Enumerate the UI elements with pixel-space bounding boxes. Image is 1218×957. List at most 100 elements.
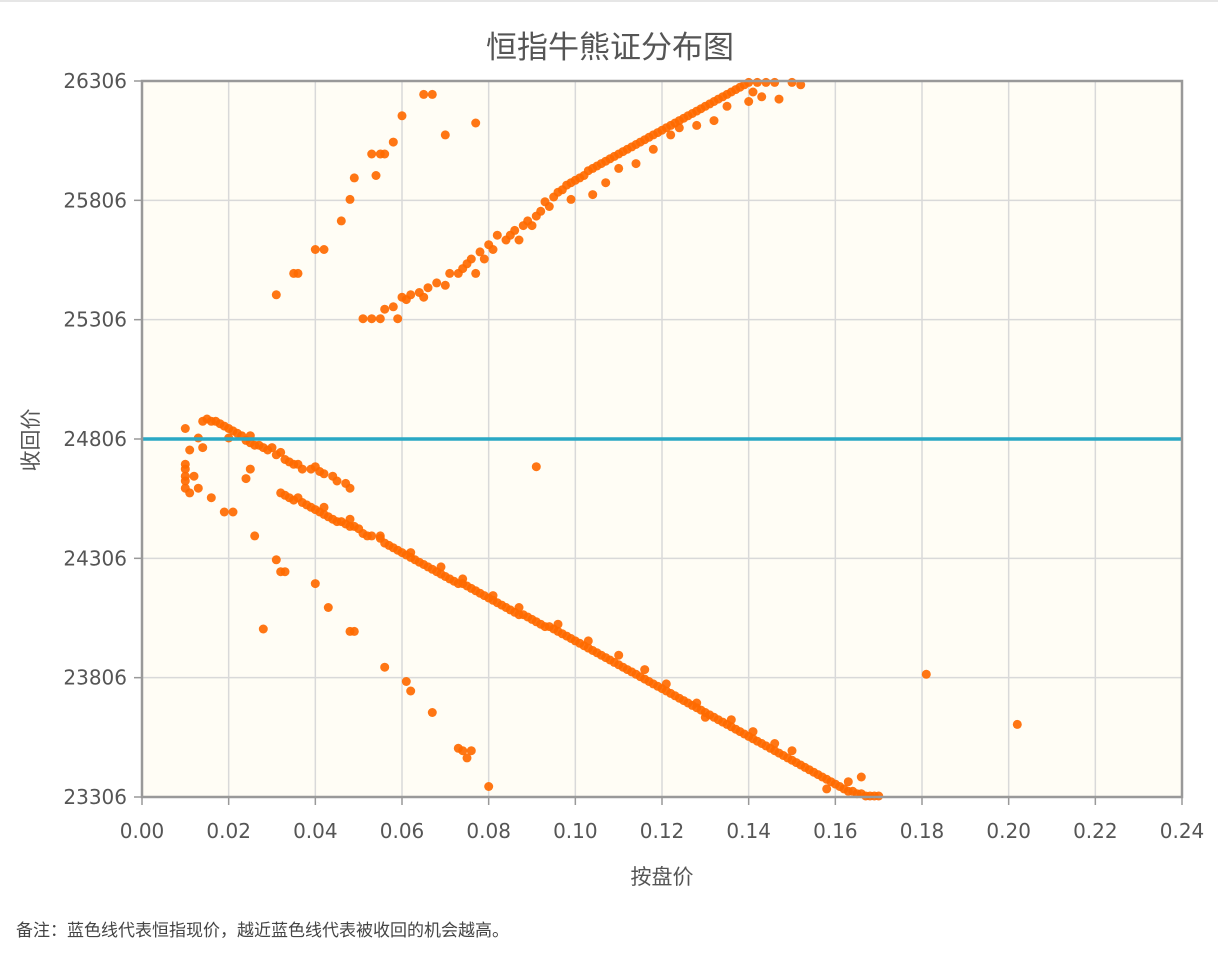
x-tick-label: 0.24	[1160, 819, 1205, 843]
bull-point	[856, 772, 866, 782]
x-tick-label: 0.00	[120, 819, 165, 843]
bear-point	[796, 80, 806, 90]
bull-point	[380, 662, 390, 672]
x-tick-label: 0.08	[466, 819, 511, 843]
bull-point	[484, 782, 494, 791]
bear-point	[401, 295, 411, 305]
bear-point	[614, 163, 624, 173]
chart-title: 恒指牛熊证分布图	[486, 30, 734, 66]
bull-point	[280, 567, 290, 577]
x-tick-label: 0.18	[900, 819, 945, 843]
bear-point	[419, 292, 429, 302]
y-tick-label: 26306	[63, 69, 127, 93]
bull-point	[553, 619, 563, 629]
x-tick-label: 0.16	[813, 819, 858, 843]
bear-point	[345, 194, 355, 204]
bull-point	[700, 712, 710, 722]
bear-point	[397, 111, 407, 121]
footnote: 备注：蓝色线代表恒指现价，越近蓝色线代表被收回的机会越高。	[16, 916, 509, 941]
footnote-prefix: 备注：	[16, 921, 67, 941]
bull-point	[345, 483, 355, 493]
bear-point	[419, 89, 429, 99]
top-divider	[0, 0, 1218, 2]
y-tick-label: 23306	[63, 785, 127, 809]
bull-point	[332, 476, 342, 486]
bear-point	[492, 230, 502, 240]
bear-point	[601, 178, 611, 188]
bear-point	[358, 314, 368, 324]
bear-point	[293, 268, 303, 278]
bull-point	[770, 739, 780, 748]
bear-point	[471, 268, 481, 278]
bear-point	[510, 225, 520, 235]
bull-point	[787, 746, 797, 756]
bear-point	[774, 94, 784, 104]
x-tick-label: 0.04	[293, 819, 338, 843]
bear-point	[371, 171, 381, 180]
bull-point	[692, 698, 702, 708]
bear-point	[536, 206, 546, 216]
x-tick-label: 0.20	[986, 819, 1031, 843]
bull-point	[406, 548, 416, 558]
bear-point	[393, 314, 403, 324]
y-tick-label: 23806	[63, 666, 127, 690]
bear-point	[744, 77, 754, 87]
bull-point	[531, 462, 541, 472]
bear-point	[367, 314, 377, 324]
bear-point	[674, 123, 684, 133]
bull-point	[297, 464, 307, 474]
bear-point	[466, 254, 476, 264]
bear-point	[380, 149, 390, 159]
bull-point	[583, 636, 593, 646]
bear-point	[588, 190, 598, 200]
bull-point	[436, 562, 446, 572]
bull-point	[250, 531, 260, 541]
bull-point	[180, 476, 190, 486]
x-tick-label: 0.14	[726, 819, 771, 843]
bull-point	[258, 624, 268, 634]
bear-point	[380, 304, 390, 314]
data-points	[180, 77, 1022, 801]
bull-point	[375, 531, 385, 541]
bull-point	[349, 626, 359, 636]
bull-point	[245, 464, 255, 474]
bull-point	[198, 443, 208, 453]
bull-point	[323, 603, 333, 612]
bull-point	[228, 507, 238, 517]
bull-point	[458, 746, 468, 756]
y-tick-label: 24306	[63, 546, 127, 570]
bear-point	[544, 202, 554, 211]
bear-point	[566, 194, 576, 204]
bear-point	[445, 268, 455, 278]
bull-point	[406, 686, 416, 696]
bear-point	[722, 101, 732, 111]
y-axis-ticks: 23306 23806 24306 24806 25306 25806 26306	[63, 69, 142, 809]
bear-point	[631, 159, 641, 169]
x-tick-label: 0.10	[553, 819, 598, 843]
bear-point	[666, 130, 676, 140]
bear-point	[479, 254, 489, 264]
bull-point	[614, 650, 624, 660]
bull-point	[241, 474, 251, 484]
bear-point	[488, 245, 498, 254]
bull-point	[319, 502, 329, 512]
bear-point	[757, 92, 767, 102]
bull-point	[401, 677, 411, 686]
bear-point	[271, 290, 281, 300]
bull-point	[921, 669, 931, 679]
bull-point	[458, 574, 468, 584]
bear-point	[692, 120, 702, 130]
x-tick-label: 0.02	[206, 819, 251, 843]
y-tick-label: 25306	[63, 308, 127, 332]
bull-point	[271, 555, 281, 565]
y-axis-label: 收回价	[19, 409, 43, 472]
plot-frame	[140, 79, 1184, 799]
bear-point	[432, 278, 442, 288]
bull-point	[726, 715, 736, 725]
bear-point	[709, 116, 719, 126]
bull-point	[466, 746, 476, 756]
bear-point	[648, 144, 658, 154]
bear-point	[770, 77, 780, 87]
bear-point	[440, 130, 450, 140]
